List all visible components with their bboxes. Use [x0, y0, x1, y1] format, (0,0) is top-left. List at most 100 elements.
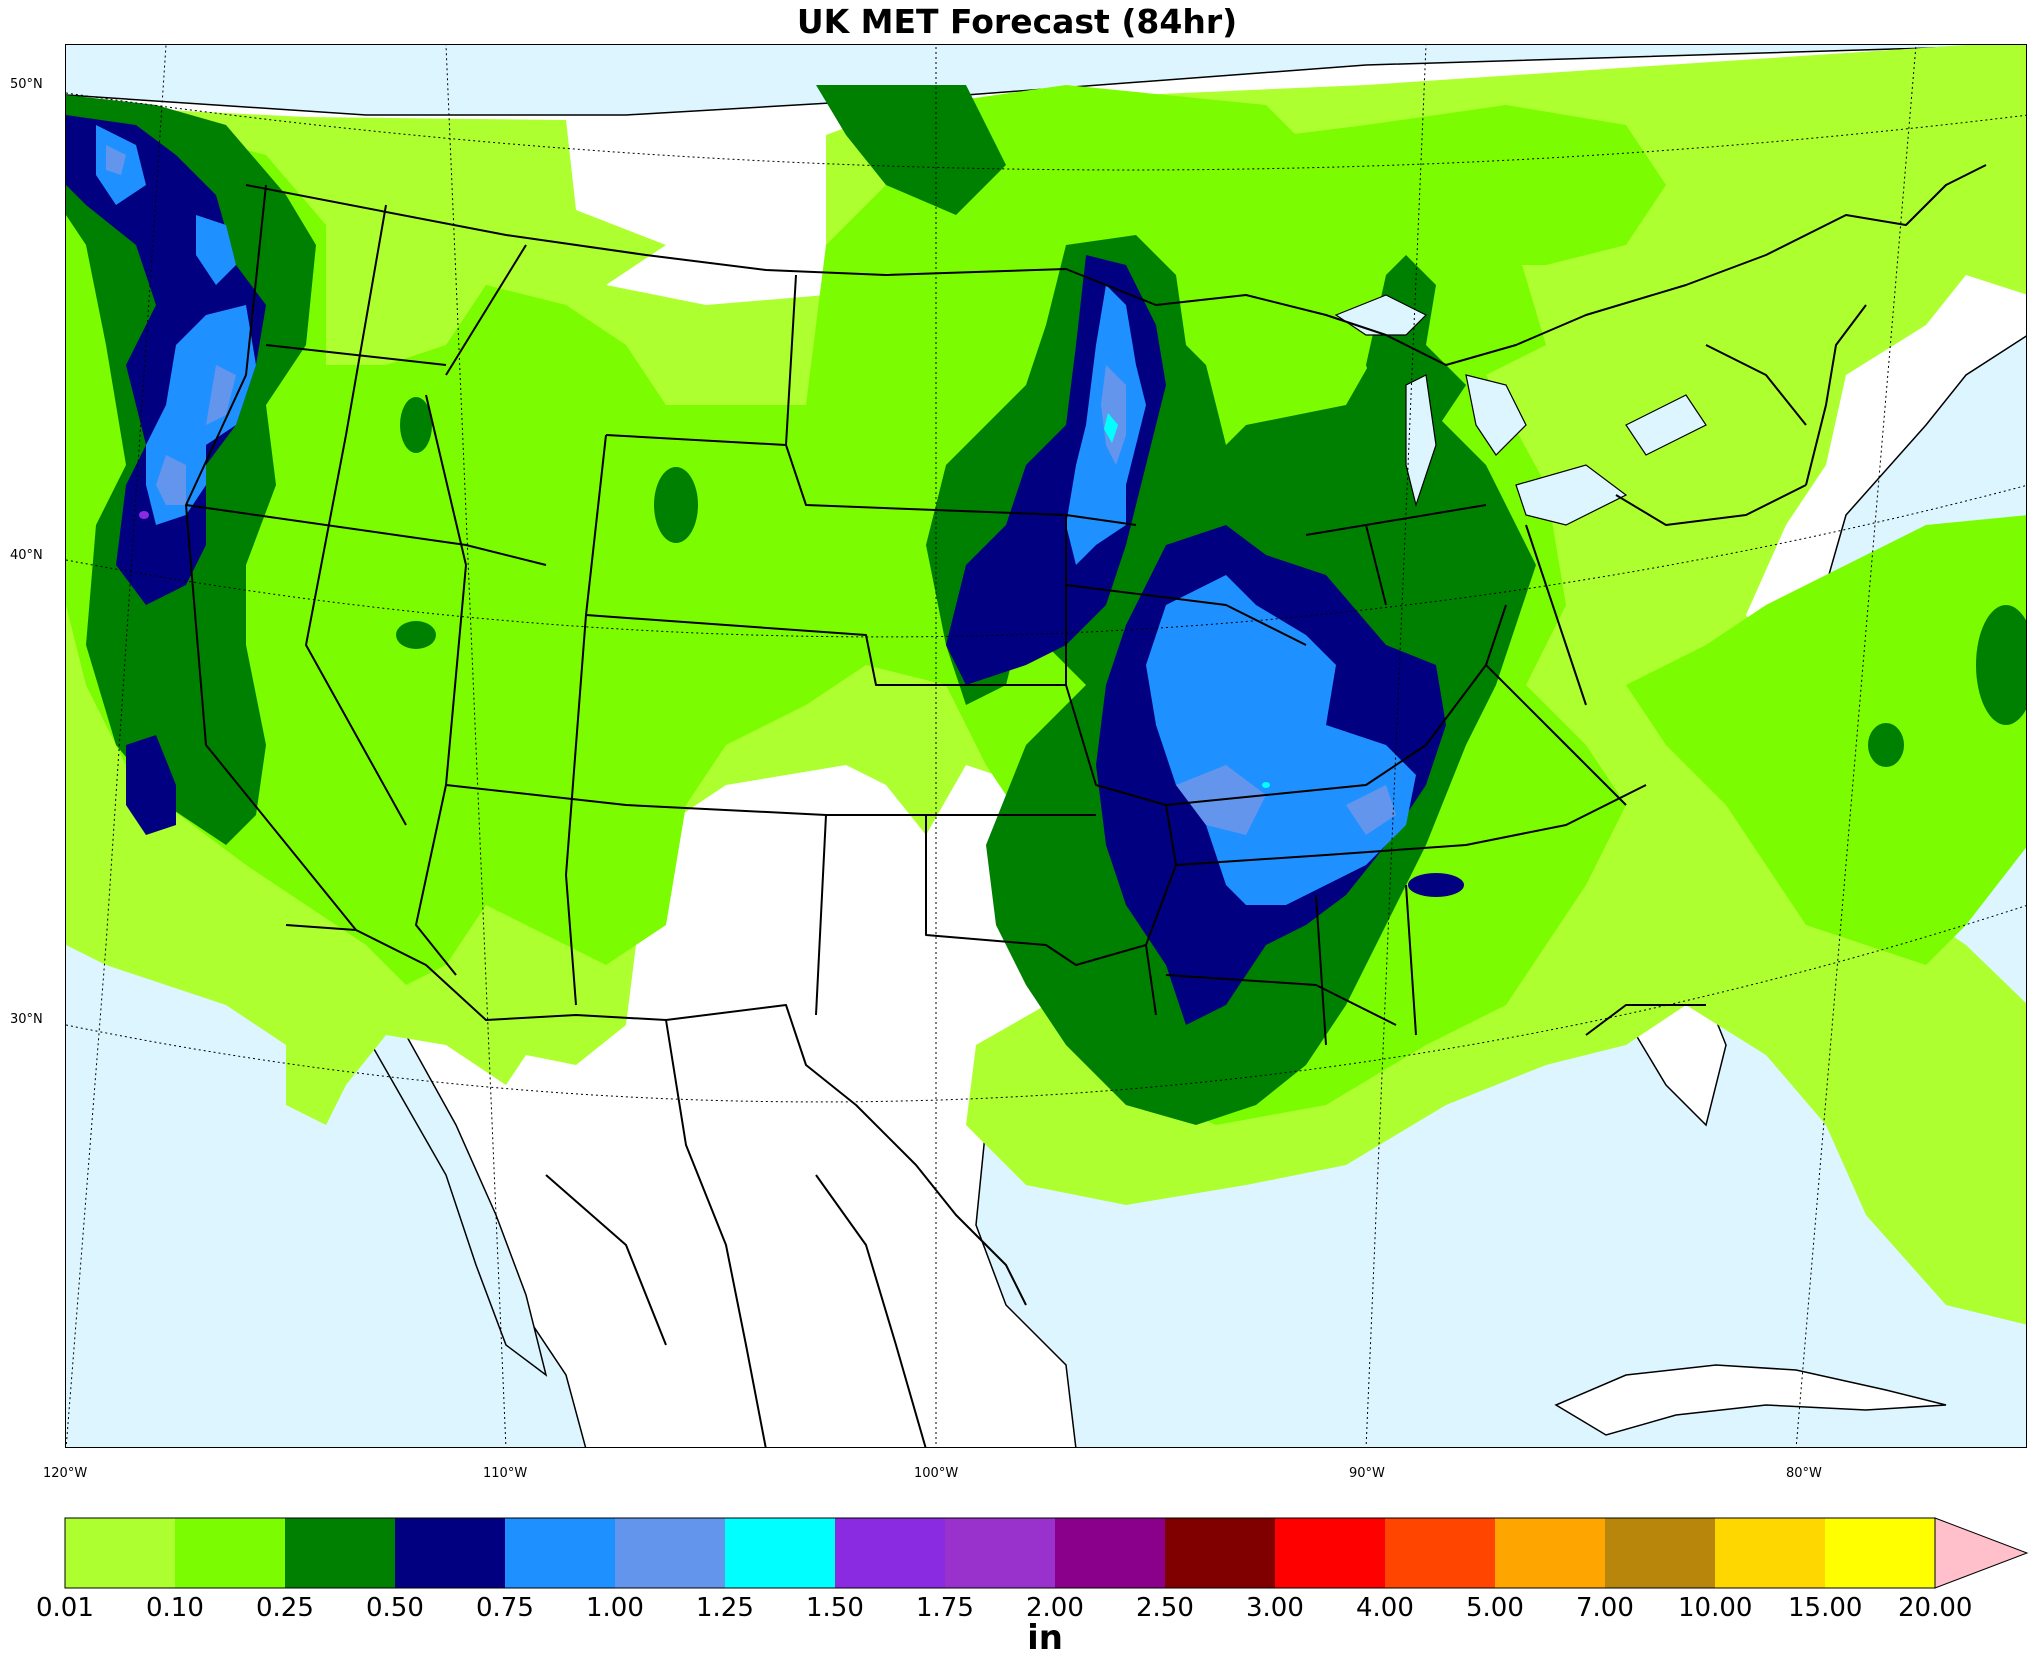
- colorbar-tick-label: 0.10: [146, 1593, 204, 1623]
- colorbar-tick-label: 1.00: [586, 1593, 644, 1623]
- colorbar-swatch: [175, 1518, 285, 1588]
- colorbar-tick-label: 4.00: [1356, 1593, 1414, 1623]
- colorbar-swatch: [1275, 1518, 1385, 1588]
- lon-label-100w: 100°W: [914, 1466, 959, 1481]
- state-line: [1165, 974, 1397, 1026]
- precip-band-1-00: [106, 145, 126, 175]
- state-line: [185, 504, 547, 566]
- precip-band-0-25: [816, 85, 1006, 215]
- precip-band-1-00: [206, 365, 236, 425]
- precip-band-1-00: [156, 455, 186, 505]
- state-line: [815, 1174, 927, 1447]
- colorbar-swatch: [395, 1518, 505, 1588]
- colorbar-tick-label: 3.00: [1246, 1593, 1304, 1623]
- state-line: [1315, 894, 1327, 1046]
- precip-blob-1-25: [1262, 782, 1270, 788]
- colorbar-swatch: [1605, 1518, 1715, 1588]
- colorbar-tick-label: 2.00: [1026, 1593, 1084, 1623]
- state-line: [785, 274, 797, 446]
- colorbar-unit: in: [1027, 1618, 1063, 1658]
- colorbar-swatch: [505, 1518, 615, 1588]
- us-mexico-border: [285, 924, 1027, 1306]
- colorbar-tick-label: 0.75: [476, 1593, 534, 1623]
- colorbar-tick-label: 0.01: [36, 1593, 94, 1623]
- state-line: [305, 204, 407, 826]
- colorbar-swatch: [1495, 1518, 1605, 1588]
- precip-band-0-10: [1206, 105, 1666, 265]
- colorbar-swatch: [1715, 1518, 1825, 1588]
- state-line: [1365, 524, 1387, 606]
- colorbar-outline: [64, 1517, 1936, 1589]
- colorbar-tick-label: 5.00: [1466, 1593, 1524, 1623]
- colorbar-tick-label: 1.75: [916, 1593, 974, 1623]
- lon-label-120w: 120°W: [43, 1466, 88, 1481]
- lon-label-90w: 90°W: [1349, 1466, 1385, 1481]
- precip-band-0-10: [1626, 515, 2026, 965]
- colorbar-tick-label: 2.50: [1136, 1593, 1194, 1623]
- state-line: [1065, 584, 1307, 646]
- state-line: [1615, 484, 1807, 526]
- us-canada-border: [245, 164, 1987, 366]
- state-line: [565, 434, 607, 1006]
- cuba: [1554, 1364, 1947, 1436]
- colorbar-swatch: [1055, 1518, 1165, 1588]
- colorbar-swatch: [725, 1518, 835, 1588]
- state-line: [1525, 524, 1587, 706]
- state-line: [1705, 344, 1807, 426]
- parallel-30n: [66, 905, 2026, 1103]
- precip-band-1-25: [1104, 413, 1118, 443]
- precip-band-1-00: [1346, 785, 1396, 835]
- precip-band-1-00: [1101, 365, 1126, 465]
- colorbar-swatch: [835, 1518, 945, 1588]
- precip-band-0-75: [196, 215, 236, 285]
- precip-blob-0-25: [400, 397, 432, 453]
- lat-label-50n: 50°N: [10, 77, 43, 92]
- precip-blob-0-25: [1976, 605, 2026, 725]
- state-line: [545, 1174, 667, 1346]
- colorbar-swatch: [1825, 1518, 1935, 1588]
- colorbar-tick-label: 7.00: [1576, 1593, 1634, 1623]
- state-line: [925, 815, 1147, 966]
- state-line: [1805, 304, 1867, 486]
- lon-label-80w: 80°W: [1786, 1466, 1822, 1481]
- colorbar-swatch: [945, 1518, 1055, 1588]
- colorbar-swatch: [1165, 1518, 1275, 1588]
- state-line: [1485, 664, 1627, 806]
- colorbar-tick-label: 20.00: [1898, 1593, 1973, 1623]
- precip-blob-0-50: [1408, 873, 1464, 897]
- state-line: [1175, 784, 1647, 866]
- precip-blob-0-25: [396, 621, 436, 649]
- colorbar-tick-label: 1.50: [806, 1593, 864, 1623]
- state-line: [605, 434, 1137, 526]
- colorbar-swatches: [64, 1517, 2029, 1589]
- state-line: [665, 1019, 767, 1447]
- precip-band-0-50: [126, 735, 176, 835]
- colorbar-swatch: [285, 1518, 395, 1588]
- lon-label-110w: 110°W: [483, 1466, 528, 1481]
- colorbar-swatch: [1385, 1518, 1495, 1588]
- colorbar-tick-label: 0.25: [256, 1593, 314, 1623]
- lat-label-30n: 30°N: [10, 1012, 43, 1027]
- meridian-110w: [445, 45, 507, 1447]
- precip-blob-1-50: [139, 511, 149, 519]
- colorbar-tick-label: 1.25: [696, 1593, 754, 1623]
- colorbar-swatch: [65, 1518, 175, 1588]
- state-boundaries: [185, 164, 1987, 1447]
- state-line: [815, 814, 827, 1016]
- precip-blob-0-25: [1868, 723, 1904, 767]
- state-line: [1585, 1004, 1706, 1036]
- great-lakes: [1334, 294, 1707, 526]
- state-line: [1165, 604, 1507, 806]
- colorbar-swatch: [615, 1518, 725, 1588]
- meridian-120w: [66, 45, 167, 1447]
- colorbar-extend-arrow: [1934, 1517, 2029, 1589]
- graticule: [66, 45, 2026, 1447]
- meridian-90w: [1365, 45, 1427, 1447]
- colorbar-tick-label: 15.00: [1788, 1593, 1863, 1623]
- colorbar: 0.01 0.10 0.25 0.50 0.75 1.00 1.25 1.50 1.75 2.00…: [0, 1515, 2034, 1665]
- map-canvas: [66, 45, 2026, 1447]
- precipitation-map: [65, 44, 2027, 1448]
- state-line: [445, 784, 1096, 816]
- map-title: UK MET Forecast (84hr): [796, 2, 1238, 41]
- colorbar-tick-label: 0.50: [366, 1593, 424, 1623]
